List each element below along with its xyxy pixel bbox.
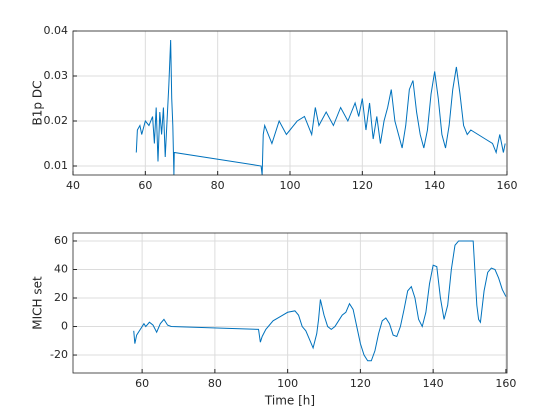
x-tick-label: 160 — [495, 377, 516, 390]
y-tick-label: 40 — [54, 262, 68, 275]
data-line — [135, 39, 506, 176]
y-tick-label: 60 — [54, 234, 68, 247]
x-tick-label: 120 — [352, 179, 373, 192]
y-axis-label: B1p DC — [31, 81, 45, 126]
x-tick-label: 120 — [350, 377, 371, 390]
x-tick-label: 80 — [208, 377, 222, 390]
x-tick-label: 100 — [277, 377, 298, 390]
x-axis-label: Time [h] — [264, 394, 315, 408]
x-tick-label: 60 — [135, 377, 149, 390]
x-tick-label: 140 — [423, 377, 444, 390]
y-tick-label: -20 — [50, 348, 68, 361]
y-tick-label: 0.03 — [44, 69, 69, 82]
x-tick-label: 40 — [66, 179, 80, 192]
data-line — [133, 240, 507, 362]
y-tick-label: 0.01 — [44, 159, 69, 172]
x-tick-label: 80 — [211, 179, 225, 192]
axes-box — [72, 30, 508, 176]
x-tick-label: 140 — [424, 179, 445, 192]
x-tick-label: 160 — [497, 179, 518, 192]
y-tick-label: 0.02 — [44, 114, 69, 127]
axes-box — [72, 232, 508, 374]
y-axis-label: MICH set — [31, 276, 45, 330]
x-tick-label: 100 — [280, 179, 301, 192]
y-tick-label: 20 — [54, 291, 68, 304]
x-tick-label: 60 — [138, 179, 152, 192]
y-tick-label: 0 — [61, 320, 68, 333]
y-tick-label: 0.04 — [44, 24, 69, 37]
axes-background — [73, 233, 507, 373]
